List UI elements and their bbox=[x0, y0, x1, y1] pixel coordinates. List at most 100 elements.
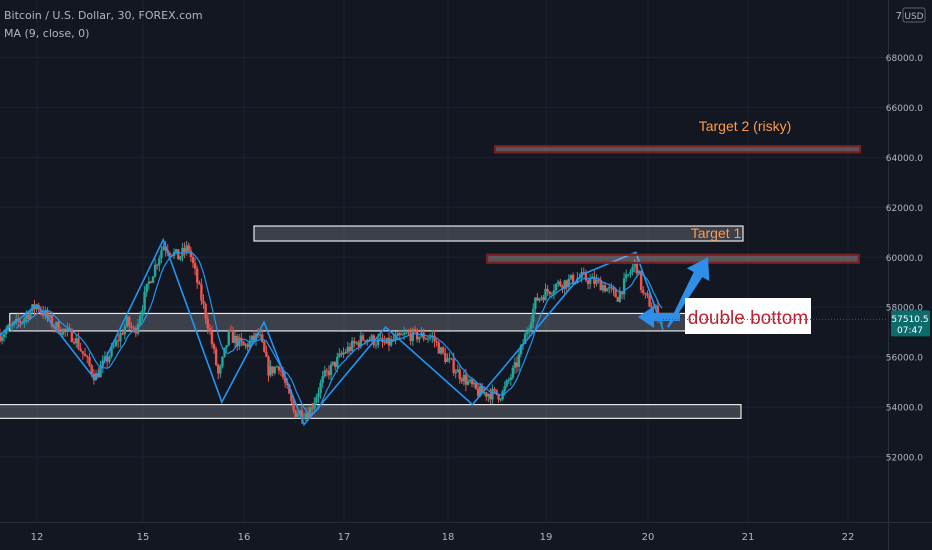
candle-body bbox=[50, 315, 54, 327]
candle-body bbox=[389, 339, 393, 346]
candle-body bbox=[29, 311, 32, 320]
candle-body bbox=[548, 291, 551, 295]
candle-body bbox=[204, 303, 207, 319]
candle-body bbox=[158, 258, 161, 266]
candle-body bbox=[136, 323, 140, 334]
candle-body bbox=[511, 367, 515, 378]
candle-body bbox=[206, 318, 209, 329]
x-tick-label: 21 bbox=[742, 532, 755, 543]
candle-body bbox=[81, 351, 85, 354]
candle-body bbox=[464, 374, 468, 385]
candle-body bbox=[424, 338, 428, 340]
candle-body bbox=[413, 329, 417, 331]
currency-button[interactable] bbox=[902, 7, 926, 23]
candle-body bbox=[474, 382, 478, 389]
candle-body bbox=[639, 270, 643, 291]
candle-body bbox=[340, 353, 343, 355]
candle-body bbox=[509, 377, 513, 381]
left-arrow[interactable] bbox=[638, 306, 680, 328]
candle-body bbox=[503, 386, 506, 392]
candle-body bbox=[315, 397, 318, 403]
zigzag-pattern[interactable] bbox=[0, 237, 664, 427]
candle-body bbox=[156, 264, 159, 266]
currency-label: USD bbox=[904, 12, 923, 22]
candle-body bbox=[627, 274, 630, 276]
candle-body bbox=[66, 328, 69, 331]
candle-body bbox=[493, 388, 496, 390]
candle-body bbox=[302, 417, 306, 419]
candle-body bbox=[616, 297, 619, 302]
candle-body bbox=[610, 287, 613, 289]
candle-body bbox=[121, 333, 124, 335]
ma-line[interactable] bbox=[15, 251, 663, 415]
y-tick-label: 58000.0 bbox=[886, 304, 923, 314]
target-2-line[interactable] bbox=[493, 145, 862, 154]
candle-body bbox=[513, 362, 517, 368]
target-2-label: Target 2 (risky) bbox=[699, 118, 792, 134]
candle-body bbox=[642, 290, 645, 293]
candle-body bbox=[426, 338, 430, 340]
candle-body bbox=[183, 247, 186, 252]
candle-body bbox=[633, 261, 636, 267]
candle-body bbox=[61, 328, 65, 335]
candle-body bbox=[300, 410, 304, 419]
candle-body bbox=[644, 292, 647, 294]
candle-body bbox=[168, 252, 172, 255]
candle-body bbox=[217, 365, 220, 374]
candle-body bbox=[263, 341, 266, 352]
candle-body bbox=[223, 347, 226, 357]
candle-body bbox=[88, 356, 91, 366]
candle-body bbox=[48, 315, 51, 318]
candle-body bbox=[519, 345, 523, 355]
candle-body bbox=[97, 373, 100, 378]
candle-body bbox=[35, 305, 38, 310]
candle-body bbox=[483, 392, 486, 394]
candle-body bbox=[350, 340, 354, 351]
candle-body bbox=[189, 250, 193, 257]
candle-body bbox=[208, 328, 212, 332]
candle-body bbox=[267, 356, 270, 376]
candle-body bbox=[466, 380, 470, 385]
candle-body bbox=[304, 413, 308, 418]
candle-body bbox=[281, 371, 285, 378]
candle-body bbox=[119, 333, 122, 342]
target-1-line[interactable] bbox=[486, 253, 860, 264]
candle-body bbox=[4, 330, 8, 335]
candle-body bbox=[363, 340, 367, 342]
candle-body bbox=[321, 376, 324, 383]
candle-body bbox=[517, 354, 521, 367]
candle-body bbox=[72, 341, 76, 344]
candle-body bbox=[402, 333, 406, 335]
candle-body bbox=[603, 285, 607, 292]
candle-body bbox=[319, 382, 322, 394]
candle-body bbox=[46, 310, 49, 318]
candle-body bbox=[202, 300, 205, 304]
candle-body bbox=[219, 366, 222, 374]
candle-body bbox=[485, 392, 488, 397]
candle-body bbox=[584, 272, 588, 281]
candle-body bbox=[275, 366, 279, 368]
candle-body bbox=[601, 285, 605, 291]
candle-body bbox=[323, 370, 326, 377]
candle-body bbox=[646, 293, 649, 296]
candle-body bbox=[23, 318, 26, 322]
candle-body bbox=[329, 364, 333, 376]
double-bottom-box[interactable] bbox=[685, 298, 811, 334]
support-zone[interactable] bbox=[0, 404, 742, 419]
candle-body bbox=[75, 338, 78, 344]
candle-body bbox=[290, 393, 293, 402]
candles bbox=[0, 240, 664, 424]
x-tick-label: 16 bbox=[238, 532, 251, 543]
candle-body bbox=[407, 332, 410, 334]
candle-body bbox=[567, 278, 571, 287]
candle-body bbox=[225, 345, 228, 348]
candle-body bbox=[200, 284, 203, 301]
candle-body bbox=[90, 365, 93, 374]
candle-body bbox=[497, 394, 500, 400]
resistance-zone[interactable] bbox=[253, 225, 744, 242]
candle-body bbox=[143, 292, 146, 311]
candle-body bbox=[637, 270, 641, 274]
up-arrow[interactable] bbox=[667, 257, 710, 328]
candle-body bbox=[534, 297, 537, 309]
